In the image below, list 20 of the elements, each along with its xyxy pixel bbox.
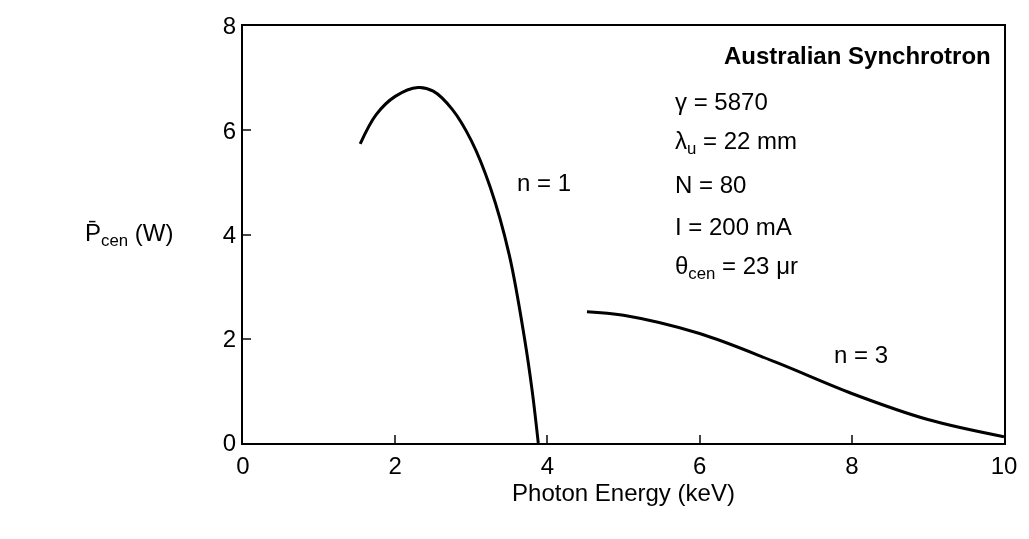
y-tick-label: 4: [222, 220, 237, 248]
annotation: n = 1: [517, 169, 572, 196]
x-tick-label: 8: [845, 451, 859, 479]
annotation: γ = 5870: [675, 88, 768, 115]
x-axis-title: Photon Energy (keV): [512, 478, 735, 506]
annotation: n = 3: [834, 341, 889, 368]
x-tick-label: 6: [692, 451, 707, 479]
y-tick-label: 2: [222, 325, 237, 353]
y-tick-label: 6: [222, 116, 237, 144]
x-tick-label: 4: [540, 451, 555, 479]
y-axis-title: P̄$_{cen}$ (W): [85, 219, 174, 251]
annotation: I = 200 mA: [675, 213, 792, 240]
annotation: θ$_{cen}$ = 23 μr: [675, 252, 798, 284]
y-tick-label: 8: [222, 12, 237, 40]
annotation: λ$_{u}$ = 22 mm: [675, 127, 798, 159]
y-tick-label: 0: [222, 429, 237, 457]
annotation: N = 80: [675, 171, 747, 198]
x-tick-label: 2: [388, 451, 402, 479]
x-tick-label: 10: [990, 451, 1018, 479]
annotation: Australian Synchrotron: [724, 42, 991, 69]
